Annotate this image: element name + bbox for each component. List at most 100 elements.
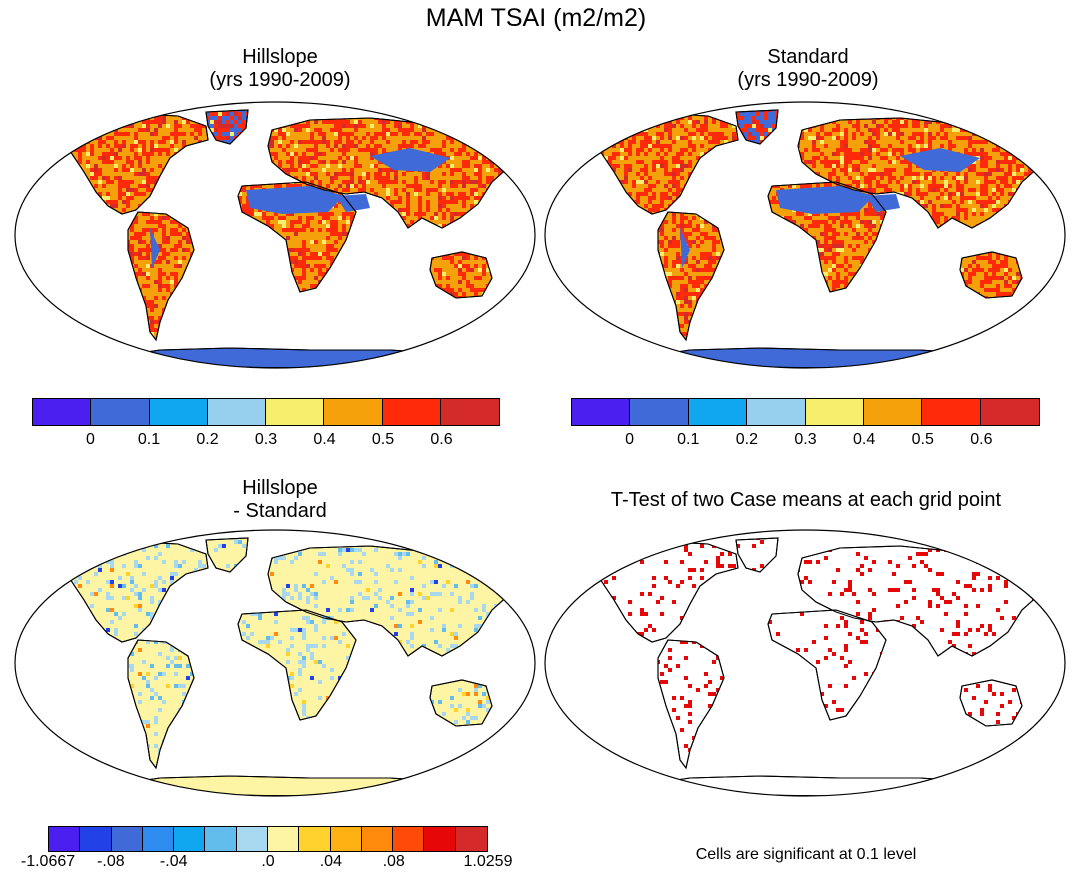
continent-greenland bbox=[735, 537, 779, 573]
coastline bbox=[429, 251, 493, 299]
colorbar-swatch bbox=[149, 399, 208, 425]
colorbar-hillslope-ticks: 0 0.1 0.2 0.3 0.4 0.5 0.6 bbox=[32, 431, 500, 451]
panel-title-line1: Hillslope bbox=[242, 477, 318, 499]
colorbar-tick-label: 0 bbox=[625, 431, 635, 448]
colorbar-swatch bbox=[142, 827, 175, 851]
coastline bbox=[959, 679, 1023, 727]
colorbar-tick-label: 0.5 bbox=[911, 431, 934, 448]
panel-title-line1: Standard bbox=[767, 46, 849, 68]
colorbar-swatch bbox=[630, 399, 689, 425]
colorbar-swatch bbox=[688, 399, 748, 425]
panel-title-line2: - Standard bbox=[233, 500, 327, 522]
desert-region bbox=[776, 186, 874, 214]
colorbar-swatch bbox=[922, 399, 981, 425]
desert-region bbox=[150, 228, 160, 268]
map-border bbox=[14, 529, 536, 797]
figure-title: MAM TSAI (m2/m2) bbox=[425, 4, 647, 32]
colorbar-swatch bbox=[455, 827, 487, 851]
colorbar-tick-label: .04 bbox=[319, 853, 342, 870]
continent-namerica bbox=[63, 113, 209, 215]
continent-antarctica bbox=[105, 775, 473, 796]
colorbar-swatch bbox=[324, 399, 383, 425]
colorbar-tick-label: 0.3 bbox=[254, 431, 278, 448]
colorbar-tick-label: 0.4 bbox=[313, 431, 336, 448]
colorbar-tick-label: 0.5 bbox=[371, 431, 395, 448]
panel-title-hillslope: Hillslope (yrs 1990-2009) bbox=[80, 46, 480, 92]
colorbar-tick-label: 0.6 bbox=[430, 431, 453, 448]
coastline bbox=[767, 609, 887, 721]
colorbar-swatch bbox=[111, 827, 143, 851]
map-border bbox=[544, 529, 1066, 797]
colorbar-standard-ticks: 0 0.1 0.2 0.3 0.4 0.5 0.6 bbox=[571, 431, 1040, 451]
colorbar-tick-label: 0.3 bbox=[794, 431, 817, 448]
colorbar-swatch bbox=[49, 827, 81, 851]
colorbar-swatch bbox=[91, 399, 150, 425]
colorbar-tick-label: 0.4 bbox=[853, 431, 876, 448]
colorbar-difference-ticks: -1.0667 -.08 -.04 .0 .04 .08 1.0259 bbox=[21, 853, 513, 873]
colorbar-tick-label: 0.2 bbox=[735, 431, 758, 448]
panel-title-difference: Hillslope - Standard bbox=[80, 477, 480, 523]
colorbar-swatch bbox=[361, 827, 394, 851]
coastline bbox=[237, 181, 357, 293]
colorbar-difference bbox=[48, 826, 488, 852]
panel-title-ttest: T-Test of two Case means at each grid po… bbox=[540, 489, 1072, 512]
coastline bbox=[767, 181, 887, 293]
desert-region bbox=[336, 194, 370, 212]
colorbar-swatch bbox=[236, 827, 268, 851]
colorbar-swatch bbox=[980, 399, 1039, 425]
colorbar-tick-label: .0 bbox=[261, 853, 275, 870]
coastline bbox=[237, 609, 357, 721]
colorbar-swatch bbox=[267, 827, 300, 851]
panel-title-line1: T-Test of two Case means at each grid po… bbox=[610, 489, 1002, 511]
continent-africa bbox=[237, 609, 357, 721]
coastline bbox=[657, 211, 725, 342]
colorbar-swatch bbox=[440, 399, 499, 425]
colorbar-swatch bbox=[393, 827, 425, 851]
colorbar-swatch bbox=[80, 827, 112, 851]
colorbar-tick-label: 0.1 bbox=[137, 431, 161, 448]
desert-region bbox=[370, 148, 450, 172]
coastline bbox=[735, 109, 779, 145]
colorbar-tick-label: 1.0259 bbox=[463, 853, 513, 870]
desert-region bbox=[680, 228, 690, 268]
colorbar-tick-label: 0.1 bbox=[677, 431, 700, 448]
colorbar-swatch bbox=[33, 399, 92, 425]
colorbar-swatch bbox=[266, 399, 325, 425]
panel-title-line2: (yrs 1990-2009) bbox=[737, 69, 879, 91]
continent-antarctica bbox=[105, 347, 473, 368]
colorbar-swatch bbox=[205, 827, 237, 851]
colorbar-tick-label: .08 bbox=[382, 853, 405, 870]
panel-title-line1: Hillslope bbox=[242, 46, 318, 68]
colorbar-swatch bbox=[572, 399, 631, 425]
colorbar-swatch bbox=[299, 827, 331, 851]
colorbar-tick-label: -1.0667 bbox=[20, 853, 76, 870]
colorbar-tick-label: 0.6 bbox=[970, 431, 993, 448]
colorbar-swatch bbox=[863, 399, 923, 425]
grid-cells bbox=[594, 110, 1045, 340]
desert-region bbox=[866, 194, 900, 212]
coastline bbox=[205, 109, 249, 145]
colorbar-swatch bbox=[382, 399, 441, 425]
colorbar-swatch bbox=[207, 399, 266, 425]
continent-antarctica bbox=[635, 347, 1003, 368]
map-standard bbox=[544, 101, 1066, 369]
desert-region bbox=[246, 186, 344, 214]
coastline bbox=[127, 639, 195, 770]
panel-title-standard: Standard (yrs 1990-2009) bbox=[608, 46, 1008, 92]
coastline bbox=[127, 211, 195, 342]
map-difference bbox=[14, 529, 536, 797]
colorbar-swatch bbox=[424, 827, 456, 851]
colorbar-tick-label: 0.2 bbox=[196, 431, 219, 448]
coastline bbox=[205, 537, 249, 573]
map-border bbox=[544, 101, 1066, 369]
coastline bbox=[429, 679, 493, 727]
significance-note: Cells are significant at 0.1 level bbox=[695, 846, 917, 863]
colorbar-tick-label: -.04 bbox=[159, 853, 188, 870]
colorbar-tick-label: -.08 bbox=[97, 853, 125, 870]
continent-antarctica bbox=[635, 775, 1003, 796]
colorbar-swatch bbox=[330, 827, 362, 851]
map-border bbox=[14, 101, 536, 369]
colorbar-swatch bbox=[174, 827, 206, 851]
coastline bbox=[959, 251, 1023, 299]
colorbar-swatch bbox=[747, 399, 806, 425]
